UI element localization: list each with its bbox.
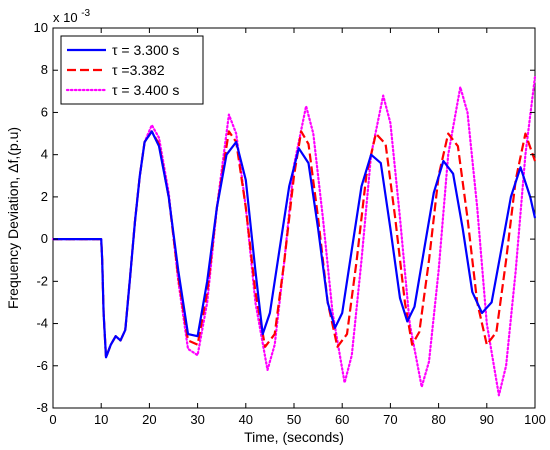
x-tick-label: 90 [480, 412, 494, 427]
x-axis: 0 10 20 30 40 50 60 70 80 90 100 [49, 28, 546, 427]
x-tick-label: 20 [142, 412, 156, 427]
x-tick-label: 100 [524, 412, 546, 427]
x-tick-label: 40 [239, 412, 253, 427]
x-tick-label: 70 [383, 412, 397, 427]
y-multiplier-label: x 10 -3 [53, 8, 91, 25]
x-tick-label: 30 [190, 412, 204, 427]
y-tick-label: 10 [34, 20, 48, 35]
x-tick-label: 0 [49, 412, 56, 427]
y-tick-label: -6 [36, 358, 48, 373]
legend: τ = 3.300 s τ =3.382 τ = 3.400 s [60, 35, 204, 105]
x-axis-label: Time, (seconds) [244, 429, 344, 445]
series-line-1 [53, 130, 537, 359]
y-multiplier-exponent: -3 [81, 8, 90, 19]
y-axis: -8 -6 -4 -2 0 2 4 6 8 10 [34, 20, 535, 415]
y-axis-label: Frequency Deviation, Δf,(p.u) [5, 127, 21, 309]
x-tick-label: 80 [431, 412, 445, 427]
y-tick-label: -4 [36, 316, 48, 331]
y-tick-label: 0 [41, 231, 48, 246]
y-tick-label: -8 [36, 400, 48, 415]
y-tick-label: 4 [41, 147, 48, 162]
x-tick-label: 10 [94, 412, 108, 427]
series-layer [51, 75, 537, 397]
x-tick-label: 60 [335, 412, 349, 427]
legend-label-1: τ = 3.300 s [112, 42, 179, 58]
y-multiplier-base: x 10 [53, 10, 78, 25]
x-tick-label: 50 [287, 412, 301, 427]
y-tick-label: 8 [41, 62, 48, 77]
y-tick-label: -2 [36, 273, 48, 288]
y-tick-label: 6 [41, 104, 48, 119]
legend-items: τ = 3.300 s τ =3.382 τ = 3.400 s [65, 42, 179, 98]
legend-label-2: τ =3.382 [112, 62, 165, 78]
legend-label-3: τ = 3.400 s [112, 82, 179, 98]
y-tick-label: 2 [41, 189, 48, 204]
